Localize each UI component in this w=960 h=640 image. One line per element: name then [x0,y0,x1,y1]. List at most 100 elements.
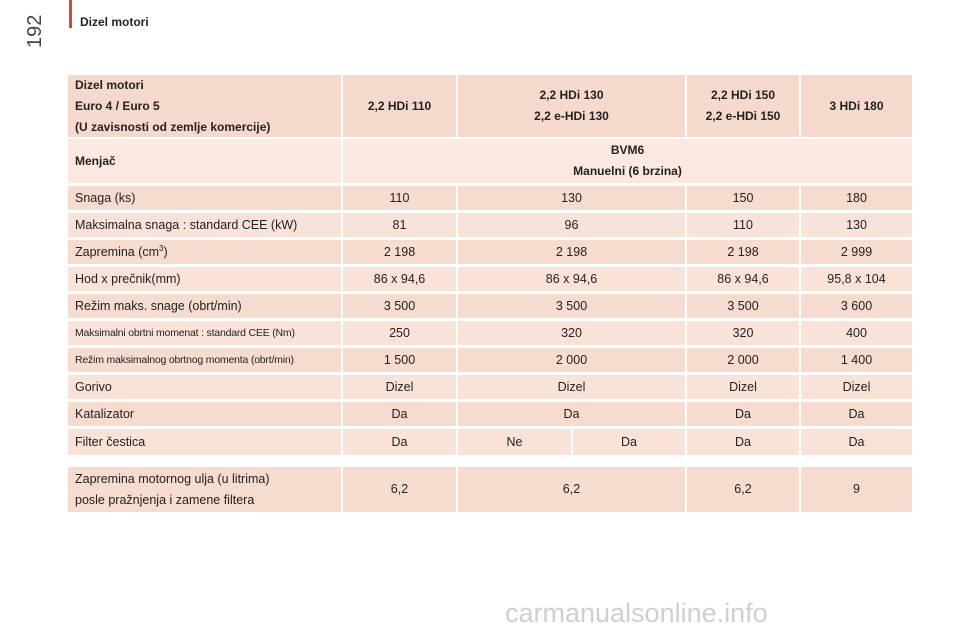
table-cell: 3 500 [687,294,799,318]
cell-text: Režim maksimalnog obrtnog momenta (obrt/… [75,353,294,366]
table-cell: 86 x 94,6 [687,267,799,291]
cell-text: Dizel [385,379,414,394]
cell-text: Dizel [729,379,757,394]
cell-text: Ne [506,434,523,449]
table-cell: 150 [687,186,799,210]
table-cell: 110 [343,186,456,210]
table-cell: 2,2 HDi 130 2,2 e-HDi 130 [458,75,685,137]
cell-text: 2,2 e-HDi 130 [534,109,609,123]
table-cell: 2 999 [801,240,912,264]
cell-text-part: 3 [159,243,164,253]
cell-text: (U zavisnosti od zemlje komercije) [75,119,271,134]
table-cell: 81 [343,213,456,237]
table-cell: 86 x 94,6 [458,267,685,291]
accent-bar [69,0,72,28]
cell-text: 1 400 [840,352,873,367]
cell-text: BVM6 [610,143,645,157]
cell-text: 96 [564,217,579,232]
cell-text: 2,2 HDi 110 [367,98,432,113]
table-cell: 2 000 [687,348,799,372]
cell-text: 3 500 [727,298,759,313]
table-cell: Da [573,429,685,455]
cell-text: 3 600 [840,298,873,313]
cell-text: Dizel motori [75,77,144,92]
table-cell: Da [801,429,912,455]
cell-text: 3 500 [383,298,416,313]
table-cell: Zapremina (cm3) [68,240,341,264]
cell-text: 3 HDi 180 [829,98,884,113]
cell-text: 6,2 [562,482,581,496]
table-cell: 320 [458,321,685,345]
cell-text: 110 [389,190,410,205]
cell-text: Dizel [842,379,871,394]
table-cell: Dizel [801,375,912,399]
cell-text: 9 [853,482,860,496]
cell-text: 150 [732,190,754,205]
table-cell: 1 500 [343,348,456,372]
cell-text: Da [563,406,580,421]
cell-text: Da [391,434,408,449]
cell-text: Filter čestica [75,434,146,449]
table-cell: Hod x prečnik(mm) [68,267,341,291]
table-cell: Snaga (ks) [68,186,341,210]
cell-text: Maksimalni obrtni momenat : standard CEE… [75,326,295,339]
table-cell: 1 400 [801,348,912,372]
cell-text: Da [735,434,751,449]
table-cell: 320 [687,321,799,345]
table-cell: Ne [458,429,571,455]
table-cell: Režim maks. snage (obrt/min) [68,294,341,318]
table-cell: Maksimalna snaga : standard CEE (kW) [68,213,341,237]
cell-text: 2,2 HDi 150 [710,88,776,102]
cell-text: Maksimalna snaga : standard CEE (kW) [75,217,298,232]
cell-text: 320 [732,325,754,340]
cell-text: 2 000 [727,352,759,367]
section-title: Dizel motori [80,15,149,29]
table-cell: 2,2 HDi 150 2,2 e-HDi 150 [687,75,799,137]
table-cell: Da [343,429,456,455]
watermark: carmanualsonline.info [505,598,768,628]
table-cell: 6,2 [343,467,456,512]
table-cell: 3 500 [458,294,685,318]
cell-text: Da [391,406,408,421]
table-cell: 9 [801,467,912,512]
table-cell: Režim maksimalnog obrtnog momenta (obrt/… [68,348,341,372]
cell-text: 3 500 [555,298,588,313]
table-cell: 2 198 [343,240,456,264]
table-cell: Menjač [68,139,341,183]
cell-text: Da [621,434,637,449]
table-cell: 86 x 94,6 [343,267,456,291]
cell-text: 2 198 [383,244,416,259]
table-cell: Da [687,429,799,455]
cell-text: Zapremina motornog ulja (u litrima) [75,471,270,486]
cell-text: Katalizator [75,406,135,421]
cell-text: 81 [392,217,407,232]
table-cell: Da [801,402,912,426]
cell-text: Snaga (ks) [75,190,136,205]
table-cell: Dizel [343,375,456,399]
cell-text-part: ) [163,244,168,259]
table-cell: Gorivo [68,375,341,399]
cell-text: 130 [846,217,867,232]
table-cell: Zapremina motornog ulja (u litrima) posle… [68,467,341,512]
cell-text: Gorivo [75,379,112,394]
table-cell: 400 [801,321,912,345]
cell-text: 2 198 [555,244,588,259]
cell-text: 320 [561,325,582,340]
table-cell: 96 [458,213,685,237]
table-cell: Filter čestica [68,429,341,455]
cell-text: 86 x 94,6 [373,271,426,286]
table-cell: 180 [801,186,912,210]
table-cell: 2 000 [458,348,685,372]
table-cell: BVM6 Manuelni (6 brzina) [343,139,912,183]
table-cell: 2 198 [458,240,685,264]
table-cell: 2 198 [687,240,799,264]
table-cell: Da [687,402,799,426]
cell-text: Menjač [75,153,116,168]
table-cell: 3 600 [801,294,912,318]
table-cell: 3 500 [343,294,456,318]
cell-text: 2,2 HDi 130 [539,88,604,102]
table-cell: Da [343,402,456,426]
table-cell: 6,2 [687,467,799,512]
table-cell: 130 [801,213,912,237]
